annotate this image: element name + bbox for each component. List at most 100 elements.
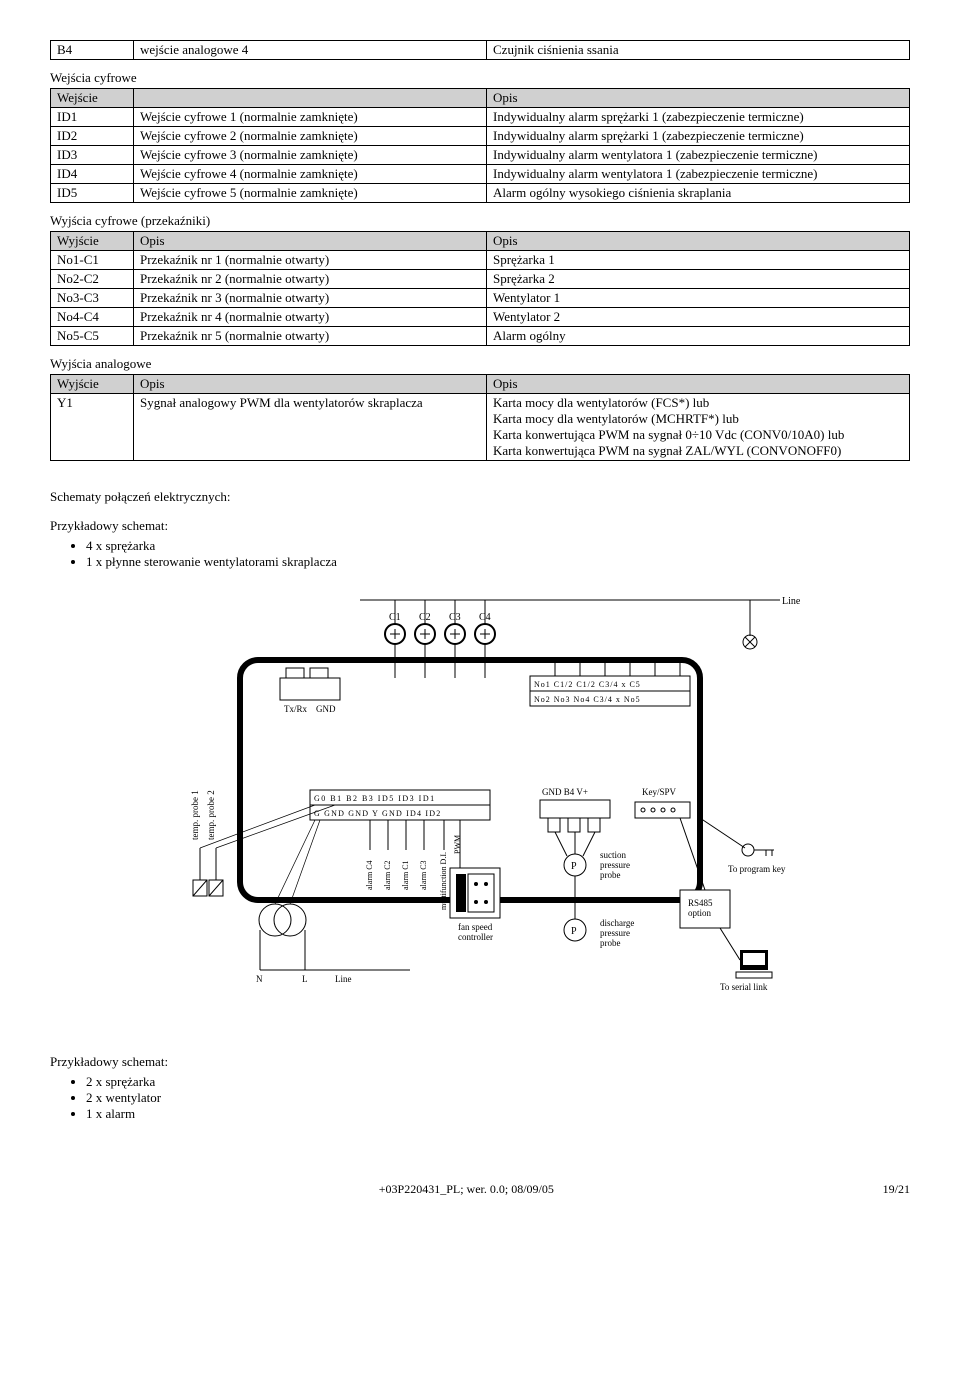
label-n: N — [256, 974, 263, 984]
cell: Indywidualny alarm wentylatora 1 (zabezp… — [487, 165, 910, 184]
cell: Alarm ogólny wysokiego ciśnienia skrapla… — [487, 184, 910, 203]
diagram-svg: Line C1 C2 C3 C4 Tx/Rx GND — [160, 590, 800, 1010]
cell: ID5 — [51, 184, 134, 203]
label-c4: C4 — [479, 612, 491, 623]
list-item: 2 x wentylator — [86, 1090, 910, 1106]
svg-text:controller: controller — [458, 932, 493, 942]
header-cell: Wyjście — [51, 375, 134, 394]
label-discharge: discharge — [600, 918, 634, 928]
cell: Czujnik ciśnienia ssania — [487, 41, 910, 60]
label-pwm: PWM — [453, 835, 462, 854]
example-block-2: Przykładowy schemat: 2 x sprężarka 2 x w… — [50, 1054, 910, 1122]
label-l: L — [302, 974, 308, 984]
cell: Wentylator 2 — [487, 308, 910, 327]
svg-text:pressure: pressure — [600, 860, 630, 870]
cell: No3-C3 — [51, 289, 134, 308]
cell: Przekaźnik nr 2 (normalnie otwarty) — [134, 270, 487, 289]
label-line: Line — [782, 596, 801, 607]
label-p2: P — [571, 926, 577, 937]
example-title: Przykładowy schemat: — [50, 1054, 910, 1070]
label-alarm: alarm C1 — [401, 860, 410, 890]
cell-line: Karta mocy dla wentylatorów (MCHRTF*) lu… — [493, 411, 903, 427]
label-terms1: G0 B1 B2 B3 ID5 ID3 ID1 — [314, 794, 436, 803]
label-temp1: temp. probe 1 — [190, 790, 200, 840]
cell: ID3 — [51, 146, 134, 165]
label-keyspv: Key/SPV — [642, 787, 677, 797]
label-temp2: temp. probe 2 — [206, 790, 216, 840]
header-cell: Opis — [134, 375, 487, 394]
label-p: P — [571, 861, 577, 872]
svg-text:probe: probe — [600, 938, 621, 948]
alarm-labels: alarm C4 alarm C2 alarm C1 alarm C3 mult… — [365, 820, 448, 910]
io-terminals: G0 B1 B2 B3 ID5 ID3 ID1 G GND GND Y GND … — [310, 790, 490, 820]
table-relays: Wyjście Opis Opis No1-C1Przekaźnik nr 1 … — [50, 231, 910, 346]
label-alarm: multifunction D.I. — [439, 852, 448, 910]
cell: Przekaźnik nr 5 (normalnie otwarty) — [134, 327, 487, 346]
cell: B4 — [51, 41, 134, 60]
fan-controller: PWM fan speed controller — [450, 820, 500, 942]
cell: Indywidualny alarm wentylatora 1 (zabezp… — [487, 146, 910, 165]
list-item: 1 x alarm — [86, 1106, 910, 1122]
cell: Przekaźnik nr 4 (normalnie otwarty) — [134, 308, 487, 327]
table-inputs: Wejście Opis ID1Wejście cyfrowe 1 (norma… — [50, 88, 910, 203]
label-gndb4v: GND B4 V+ — [542, 787, 588, 797]
label-row1: No1 C1/2 C1/2 C3/4 x C5 — [534, 680, 641, 689]
cell: Indywidualny alarm sprężarki 1 (zabezpie… — [487, 127, 910, 146]
keyspv-connector: Key/SPV — [635, 787, 690, 818]
header-cell — [134, 89, 487, 108]
cell: Wejście cyfrowe 4 (normalnie zamknięte) — [134, 165, 487, 184]
heading-schematy: Schematy połączeń elektrycznych: — [50, 489, 910, 505]
label-alarm: alarm C4 — [365, 860, 374, 890]
list-item: 2 x sprężarka — [86, 1074, 910, 1090]
header-cell: Wejście — [51, 89, 134, 108]
label-gnd: GND — [316, 704, 336, 714]
compressor-icons: C1 C2 C3 C4 — [385, 600, 495, 678]
cell: Sygnał analogowy PWM dla wentylatorów sk… — [134, 394, 487, 461]
label-alarm: alarm C2 — [383, 860, 392, 890]
cell: Przekaźnik nr 3 (normalnie otwarty) — [134, 289, 487, 308]
label-txrx: Tx/Rx — [284, 704, 308, 714]
section-title: Wyjścia cyfrowe (przekaźniki) — [50, 213, 910, 229]
list-item: 1 x płynne sterowanie wentylatorami skra… — [86, 554, 910, 570]
label-c2: C2 — [419, 612, 431, 623]
example-title: Przykładowy schemat: — [50, 518, 910, 534]
header-cell: Opis — [487, 375, 910, 394]
section-title: Wejścia cyfrowe — [50, 70, 910, 86]
cell: ID4 — [51, 165, 134, 184]
table-b4: B4 wejście analogowe 4 Czujnik ciśnienia… — [50, 40, 910, 60]
header-cell: Opis — [487, 232, 910, 251]
wiring-diagram: Line C1 C2 C3 C4 Tx/Rx GND — [50, 590, 910, 1014]
cell: Wentylator 1 — [487, 289, 910, 308]
label-fan: fan speed — [458, 922, 493, 932]
header-cell: Opis — [487, 89, 910, 108]
pressure-probes: P suction pressure probe P discharge pre… — [555, 832, 634, 948]
cell: ID2 — [51, 127, 134, 146]
table-analog: Wyjście Opis Opis Y1 Sygnał analogowy PW… — [50, 374, 910, 461]
cell: Wejście cyfrowe 3 (normalnie zamknięte) — [134, 146, 487, 165]
cell: Wejście cyfrowe 2 (normalnie zamknięte) — [134, 127, 487, 146]
label-alarm: alarm C3 — [419, 860, 428, 890]
header-cell: Wyjście — [51, 232, 134, 251]
label-c1: C1 — [389, 612, 401, 623]
cell-line: Karta konwertująca PWM na sygnał ZAL/WYL… — [493, 443, 903, 459]
svg-text:probe: probe — [600, 870, 621, 880]
section-title: Wyjścia analogowe — [50, 356, 910, 372]
svg-text:option: option — [688, 908, 712, 918]
cell: Wejście cyfrowe 1 (normalnie zamknięte) — [134, 108, 487, 127]
txrx-connector: Tx/Rx GND — [280, 668, 340, 714]
footer-center: +03P220431_PL; wer. 0.0; 08/09/05 — [379, 1182, 554, 1197]
svg-text:pressure: pressure — [600, 928, 630, 938]
label-suction: suction — [600, 850, 626, 860]
cell-line: Karta konwertująca PWM na sygnał 0÷10 Vd… — [493, 427, 903, 443]
cell: No4-C4 — [51, 308, 134, 327]
label-c3: C3 — [449, 612, 461, 623]
rs485-block: RS485 option To program key To serial li… — [680, 818, 786, 992]
label-row2: No2 No3 No4 C3/4 x No5 — [534, 695, 641, 704]
label-serial: To serial link — [720, 982, 768, 992]
footer-page: 19/21 — [883, 1182, 910, 1197]
cell: Przekaźnik nr 1 (normalnie otwarty) — [134, 251, 487, 270]
cell: Indywidualny alarm sprężarki 1 (zabezpie… — [487, 108, 910, 127]
cell: Alarm ogólny — [487, 327, 910, 346]
cell: wejście analogowe 4 — [134, 41, 487, 60]
cell: Wejście cyfrowe 5 (normalnie zamknięte) — [134, 184, 487, 203]
